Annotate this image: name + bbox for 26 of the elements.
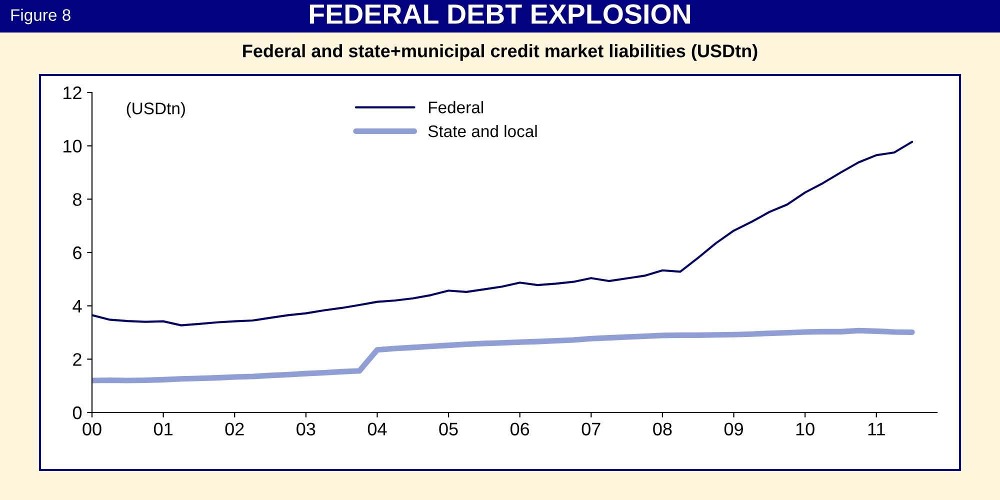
x-tick-label: 00 xyxy=(82,422,102,436)
x-tick-label: 03 xyxy=(296,422,316,436)
x-tick-label: 06 xyxy=(510,422,530,436)
y-tick-label: 10 xyxy=(64,140,82,153)
legend-label: Federal xyxy=(428,101,483,114)
caption: Figure 8 xyxy=(11,8,70,24)
legend-label: State and local xyxy=(428,124,537,138)
chart-title: FEDERAL DEBT EXPLOSION xyxy=(310,4,690,24)
x-tick-label: 02 xyxy=(225,422,244,436)
y-tick-label: 4 xyxy=(72,300,82,312)
x-tick-label: 05 xyxy=(439,422,458,436)
y-tick-label: 6 xyxy=(73,246,82,260)
x-tick-label: 10 xyxy=(796,422,814,436)
chart-subtitle: Federal and state+municipal credit market liabilities (USDtn) xyxy=(243,44,758,61)
y-tick-label: 2 xyxy=(73,353,82,366)
x-tick-label: 04 xyxy=(368,422,387,436)
x-tick-label: 08 xyxy=(653,422,672,436)
x-tick-label: 07 xyxy=(582,422,600,436)
y-tick-label: 12 xyxy=(64,86,82,100)
x-tick-label: 11 xyxy=(868,422,885,436)
y-tick-label: 0 xyxy=(72,406,82,420)
x-tick-label: 09 xyxy=(724,422,743,436)
annotation: (USDtn) xyxy=(126,102,185,118)
line-series xyxy=(92,140,914,326)
y-tick-label: 8 xyxy=(73,193,82,206)
x-tick-label: 01 xyxy=(154,422,172,436)
